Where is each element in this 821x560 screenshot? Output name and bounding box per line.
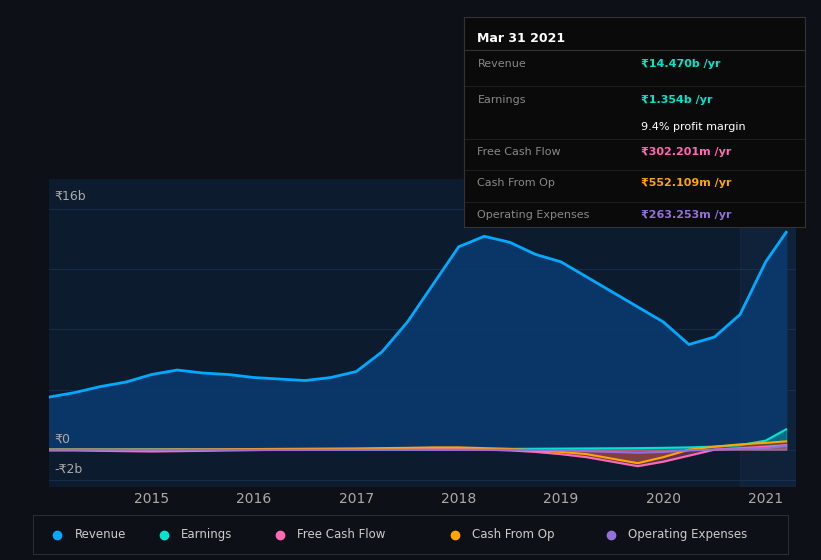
Text: ₹1.354b /yr: ₹1.354b /yr [641,95,713,105]
Text: ₹0: ₹0 [54,433,71,446]
Text: ₹552.109m /yr: ₹552.109m /yr [641,179,732,189]
Text: Operating Expenses: Operating Expenses [478,210,589,220]
Text: ₹263.253m /yr: ₹263.253m /yr [641,210,732,220]
Text: ₹14.470b /yr: ₹14.470b /yr [641,59,721,69]
Bar [740,179,796,487]
Text: Mar 31 2021: Mar 31 2021 [478,31,566,44]
Text: Cash From Op: Cash From Op [472,528,555,542]
Text: Cash From Op: Cash From Op [478,179,555,189]
Text: Revenue: Revenue [75,528,126,542]
Text: Free Cash Flow: Free Cash Flow [478,147,561,157]
Text: Earnings: Earnings [181,528,232,542]
Text: Free Cash Flow: Free Cash Flow [297,528,386,542]
Text: Earnings: Earnings [478,95,526,105]
Text: 9.4% profit margin: 9.4% profit margin [641,122,745,132]
Text: ₹302.201m /yr: ₹302.201m /yr [641,147,732,157]
Text: Revenue: Revenue [478,59,526,69]
Text: ₹16b: ₹16b [54,190,86,203]
Text: Operating Expenses: Operating Expenses [628,528,747,542]
Text: -₹2b: -₹2b [54,463,83,476]
